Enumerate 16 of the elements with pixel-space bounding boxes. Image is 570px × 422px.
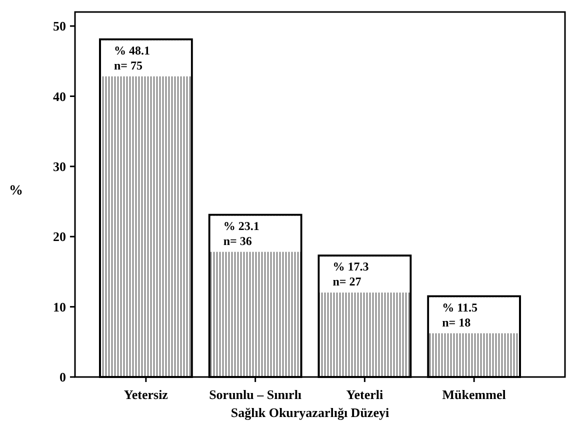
y-tick-label: 40	[53, 88, 66, 104]
data-label: % 48.1 n= 75	[114, 43, 150, 72]
x-axis-title: Sağlık Okuryazarlığı Düzeyi	[230, 405, 390, 420]
data-label: % 17.3 n= 27	[332, 260, 369, 289]
y-tick-label: 10	[53, 299, 66, 314]
data-label: % 23.1 n= 36	[223, 218, 260, 248]
x-tick-label: Sorunlu – Sınırlı	[209, 387, 302, 402]
y-tick-label: 20	[53, 229, 66, 244]
x-tick-label: Mükemmel	[442, 387, 506, 402]
x-tick-label: Yetersiz	[124, 387, 168, 402]
y-tick-label: 0	[60, 370, 66, 385]
y-tick-label: 50	[53, 18, 66, 34]
y-axis-title: %	[9, 184, 23, 198]
data-label: % 11.5 n= 18	[442, 300, 478, 330]
x-tick-label: Yeterli	[346, 387, 384, 402]
y-tick-label: 30	[53, 158, 66, 174]
